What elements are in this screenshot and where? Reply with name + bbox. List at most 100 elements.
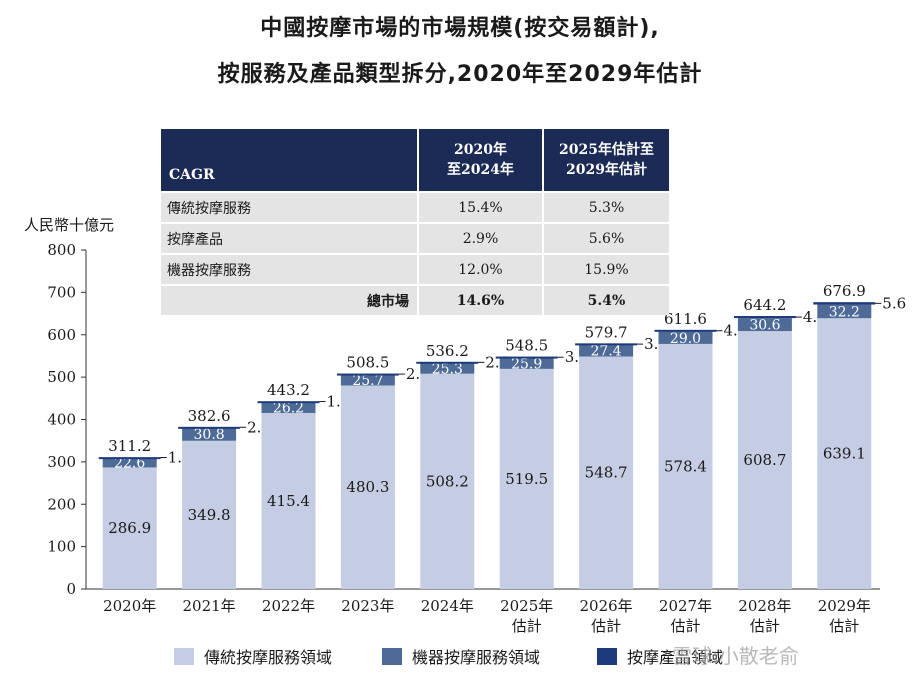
cagr-header-col1-line1: 2020年 [454,142,507,158]
bar-segment-machine [182,427,237,441]
cagr-row-label: 機器按摩服務 [161,253,418,285]
bar-value-traditional: 286.9 [108,519,151,537]
bar-value-machine: 32.2 [829,304,860,320]
bar-value-machine: 25.9 [511,356,542,372]
bar-value-machine: 25.7 [352,373,383,389]
bar-segment-product [178,426,241,429]
cagr-header-col2-line2: 2029年估計 [566,162,647,178]
x-tick-label: 2021年 [183,597,236,615]
bar-value-traditional: 508.2 [426,472,469,490]
bar-segment-machine [420,362,475,374]
chart-title-line2: 按服務及產品類型拆分,2020年至2029年估計 [217,62,703,87]
bar-segment-product [813,302,876,305]
cagr-row-value-2020-2024: 2.9% [417,222,543,254]
x-tick-label: 2022年 [262,597,315,615]
y-tick-label: 100 [47,538,76,556]
bar-segment-product [416,361,479,364]
x-tick-label: 估計 [591,617,621,635]
y-tick-label: 0 [66,580,76,598]
bar-value-traditional: 519.5 [505,470,548,488]
bar-total-label: 676.9 [823,282,866,300]
bar-value-machine: 22.6 [114,456,145,472]
cagr-row: 傳統按摩服務 15.4% 5.3% [161,191,669,223]
cagr-header-label: CAGR [161,129,418,192]
y-tick-label: 400 [47,411,76,429]
bar-segment-product [98,457,161,460]
cagr-header-col1-line2: 至2024年 [447,162,514,178]
bar-total-label: 536.2 [426,342,469,360]
legend-swatch [174,648,194,665]
cagr-row-value-2025-2029: 5.6% [542,222,669,254]
bar-segment-traditional [182,440,237,589]
y-tick-label: 800 [47,241,76,259]
bar-segment-traditional [579,356,634,589]
y-tick-label: 200 [47,495,76,513]
bar-total-label: 644.2 [743,296,786,314]
cagr-row-value-2020-2024: 12.0% [417,253,543,285]
bar-segment-machine [340,374,395,386]
bar-segment-traditional [499,368,554,589]
cagr-total-value-2025-2029: 5.4% [542,284,669,315]
legend-label: 傳統按摩服務領域 [204,648,332,667]
cagr-total-label: 總市場 [161,284,418,315]
cagr-header-col2-line1: 2025年估計至 [559,142,654,158]
bar-value-traditional: 639.1 [823,445,866,463]
legend-label: 按摩產品領域 [627,648,723,667]
bar-segment-machine [579,344,634,357]
cagr-row-label: 按摩產品 [161,222,418,254]
legend-label: 機器按摩服務領域 [412,648,540,667]
x-tick-label: 2024年 [421,597,474,615]
bar-value-machine: 26.2 [273,400,304,416]
bar-segment-machine [817,304,872,319]
bar-value-traditional: 415.4 [267,492,310,510]
bar-total-label: 311.2 [108,437,151,455]
bar-total-label: 611.6 [664,310,707,328]
bar-value-traditional: 578.4 [664,457,707,475]
cagr-row: 按摩產品 2.9% 5.6% [161,222,669,254]
bar-segment-product [495,356,558,359]
y-axis-title: 人民幣十億元 [24,216,114,234]
bar-value-machine: 30.8 [194,427,225,443]
legend-swatch [382,648,402,665]
bar-total-label: 508.5 [346,354,389,372]
bar-total-label: 579.7 [585,323,628,341]
bar-segment-traditional [420,373,475,589]
bar-value-machine: 25.3 [432,361,463,377]
bar-segment-product [733,316,796,319]
bar-value-machine: 29.0 [670,331,701,347]
bar-segment-machine [261,401,316,413]
x-tick-label: 估計 [670,617,700,635]
x-tick-label: 2028年 [738,597,791,615]
watermark: 雪球:小散老俞 [672,644,799,668]
x-tick-label: 估計 [512,617,542,635]
x-tick-label: 2029年 [818,597,871,615]
x-tick-label: 2027年 [659,597,712,615]
bar-segment-traditional [817,318,872,589]
bar-segment-traditional [102,467,157,589]
bar-segment-product [575,343,638,346]
x-tick-label: 2025年 [500,597,553,615]
x-tick-label: 2023年 [341,597,394,615]
cagr-table: CAGR 2020年 至2024年 2025年估計至 2029年估計 傳統按摩服… [161,129,669,315]
bar-total-label: 382.6 [188,407,231,425]
bar-value-product: 5.6 [882,294,906,312]
bar-segment-machine [658,331,713,344]
legend-swatch [597,648,617,665]
bar-value-traditional: 608.7 [743,451,786,469]
chart-title-line1: 中國按摩市場的市場規模(按交易額計), [260,16,660,41]
bar-total-label: 443.2 [267,381,310,399]
bar-segment-machine [499,357,554,369]
y-tick-label: 600 [47,326,76,344]
cagr-total-value-2020-2024: 14.6% [417,284,543,315]
cagr-row-value-2025-2029: 5.3% [542,191,669,223]
bar-segment-machine [102,457,157,468]
bar-segment-traditional [658,343,713,589]
x-tick-label: 估計 [750,617,780,635]
y-tick-label: 500 [47,368,76,386]
bar-segment-traditional [261,412,316,589]
cagr-header-col1: 2020年 至2024年 [417,129,543,192]
bar-segment-product [654,329,717,332]
x-tick-label: 估計 [829,617,859,635]
bar-value-machine: 27.4 [591,344,622,360]
